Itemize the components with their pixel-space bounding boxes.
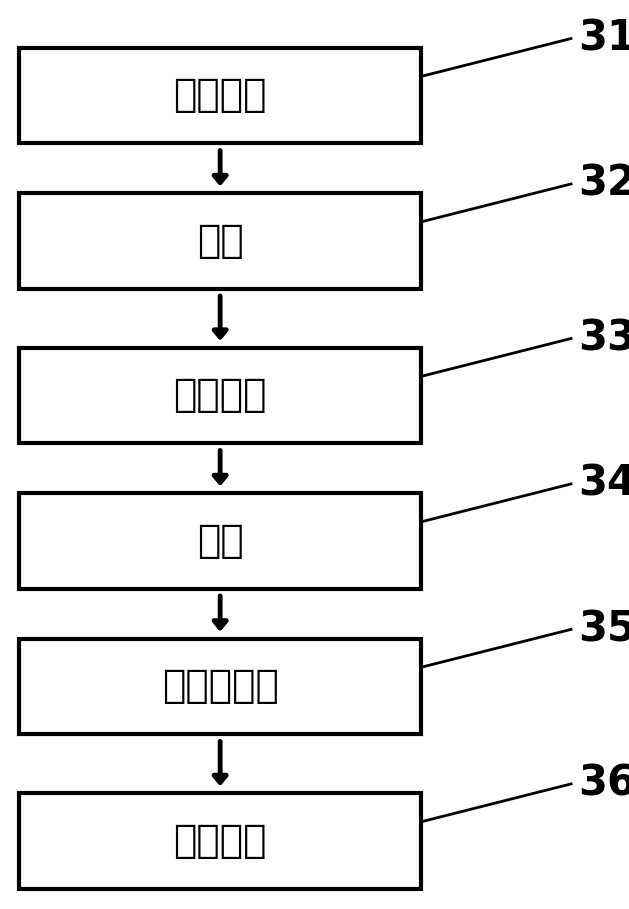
Bar xyxy=(19,194,421,289)
Text: 光源: 光源 xyxy=(197,222,243,260)
Bar xyxy=(19,348,421,444)
Text: 观察窗口: 观察窗口 xyxy=(174,822,267,860)
Text: 检测窗口: 检测窗口 xyxy=(174,76,267,115)
Bar xyxy=(19,48,421,144)
Bar xyxy=(19,493,421,589)
Bar xyxy=(19,793,421,889)
Text: 荧光微球: 荧光微球 xyxy=(174,376,267,415)
Text: 34: 34 xyxy=(579,463,629,504)
Text: 36: 36 xyxy=(579,763,629,804)
Text: 33: 33 xyxy=(579,317,629,359)
Text: 单色滤光片: 单色滤光片 xyxy=(162,667,279,705)
Text: 31: 31 xyxy=(579,17,629,59)
Text: 32: 32 xyxy=(579,163,629,205)
Text: 荧光: 荧光 xyxy=(197,522,243,560)
Bar xyxy=(19,638,421,734)
Text: 35: 35 xyxy=(579,608,629,650)
